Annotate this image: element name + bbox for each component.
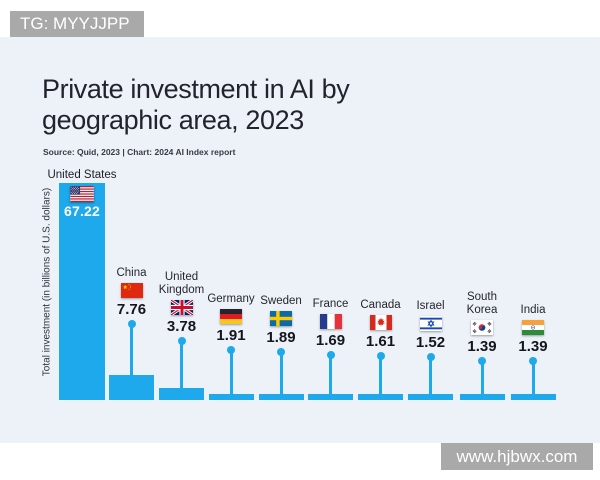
country-label-sweden: Sweden bbox=[260, 295, 302, 307]
country-label-united-kingdom: United Kingdom bbox=[158, 271, 205, 296]
stem-dot-sweden bbox=[277, 348, 285, 356]
stem-line-germany bbox=[229, 350, 233, 400]
chart-title-line-1: Private investment in AI by bbox=[42, 74, 350, 104]
website-watermark: www.hjbwx.com bbox=[441, 443, 593, 470]
chart-title: Private investment in AI by geographic a… bbox=[42, 74, 398, 136]
annotation-canada: Canada 1.61 bbox=[331, 299, 431, 350]
bar-germany bbox=[208, 394, 254, 400]
country-label-israel: Israel bbox=[416, 300, 445, 312]
value-label-india: 1.39 bbox=[518, 338, 548, 355]
column-india: India 1.39 bbox=[483, 0, 583, 480]
bar-united-kingdom bbox=[159, 388, 204, 400]
annotation-united-kingdom: United Kingdom 3.78 bbox=[132, 271, 232, 335]
telegram-badge-watermark: TG: MYYJJPP bbox=[10, 11, 144, 37]
chart-source-note: Source: Quid, 2023 | Chart: 2024 AI Inde… bbox=[43, 147, 236, 157]
value-label-canada: 1.61 bbox=[365, 333, 396, 350]
stem-line-united-kingdom bbox=[180, 341, 183, 400]
china-flag-icon bbox=[120, 283, 143, 298]
column-south-korea: South Korea 1.39 bbox=[432, 0, 532, 480]
germany-flag-icon bbox=[220, 309, 242, 324]
value-label-israel: 1.52 bbox=[415, 334, 446, 351]
stem-dot-israel bbox=[426, 353, 435, 361]
chart-title-line-2: geographic area, 2023 bbox=[42, 105, 304, 135]
india-flag-icon bbox=[522, 320, 544, 335]
stem-dot-united-kingdom bbox=[177, 337, 186, 345]
annotation-china: China 7.76 bbox=[82, 267, 182, 318]
stem-dot-canada bbox=[376, 352, 385, 360]
annotation-india: India 1.39 bbox=[483, 304, 583, 355]
column-united-kingdom: United Kingdom 3.78 bbox=[132, 0, 232, 480]
stem-dot-india bbox=[529, 357, 537, 365]
country-label-germany: Germany bbox=[207, 293, 255, 305]
annotation-sweden: Sweden 1.89 bbox=[231, 295, 331, 346]
stem-dot-south-korea bbox=[478, 357, 486, 365]
bar-south-korea bbox=[459, 394, 505, 400]
column-france: France 1.69 bbox=[281, 0, 381, 480]
stem-line-france bbox=[329, 355, 332, 400]
united-kingdom-flag-icon bbox=[170, 300, 193, 315]
bar-sweden bbox=[258, 394, 304, 400]
france-flag-icon bbox=[319, 314, 342, 329]
column-germany: Germany 1.91 bbox=[181, 0, 281, 480]
bar-china bbox=[109, 375, 154, 400]
value-label-china: 7.76 bbox=[116, 301, 147, 318]
israel-flag-icon bbox=[419, 316, 442, 331]
country-label-united-states: United States bbox=[47, 169, 117, 181]
column-united-states: United States 67.22 bbox=[32, 0, 132, 480]
value-label-sweden: 1.89 bbox=[266, 329, 296, 346]
value-label-united-states: 67.22 bbox=[63, 203, 101, 219]
country-label-france: France bbox=[312, 298, 349, 310]
country-label-south-korea: South Korea bbox=[466, 291, 498, 316]
bar-india bbox=[510, 394, 556, 400]
value-label-germany: 1.91 bbox=[216, 327, 246, 344]
stem-line-south-korea bbox=[480, 361, 484, 400]
stem-line-canada bbox=[379, 356, 382, 400]
value-label-france: 1.69 bbox=[315, 332, 346, 349]
annotation-south-korea: South Korea 1.39 bbox=[432, 291, 532, 355]
sweden-flag-icon bbox=[270, 311, 292, 326]
stem-dot-china bbox=[127, 320, 136, 328]
bar-united-states bbox=[59, 183, 105, 400]
country-label-china: China bbox=[116, 267, 147, 279]
bar-israel bbox=[408, 394, 453, 400]
value-label-south-korea: 1.39 bbox=[467, 338, 497, 355]
value-label-united-kingdom: 3.78 bbox=[166, 318, 197, 335]
bar-france bbox=[308, 394, 353, 400]
column-china: China 7.76 bbox=[82, 0, 182, 480]
stem-dot-france bbox=[326, 351, 335, 359]
united-states-flag-icon bbox=[70, 186, 94, 202]
annotation-france: France 1.69 bbox=[281, 298, 381, 349]
stem-line-sweden bbox=[279, 352, 283, 400]
stem-line-china bbox=[130, 324, 133, 400]
annotation-israel: Israel 1.52 bbox=[381, 300, 481, 351]
stem-dot-germany bbox=[227, 346, 235, 354]
canada-flag-icon bbox=[369, 315, 392, 330]
bar-canada bbox=[358, 394, 403, 400]
south-korea-flag-icon bbox=[471, 320, 493, 335]
country-label-canada: Canada bbox=[360, 299, 401, 311]
column-canada: Canada 1.61 bbox=[331, 0, 431, 480]
annotation-germany: Germany 1.91 bbox=[181, 293, 281, 344]
column-sweden: Sweden 1.89 bbox=[231, 0, 331, 480]
stem-line-india bbox=[531, 361, 535, 400]
stem-line-israel bbox=[429, 357, 432, 400]
column-israel: Israel 1.52 bbox=[381, 0, 481, 480]
country-label-india: India bbox=[520, 304, 546, 316]
